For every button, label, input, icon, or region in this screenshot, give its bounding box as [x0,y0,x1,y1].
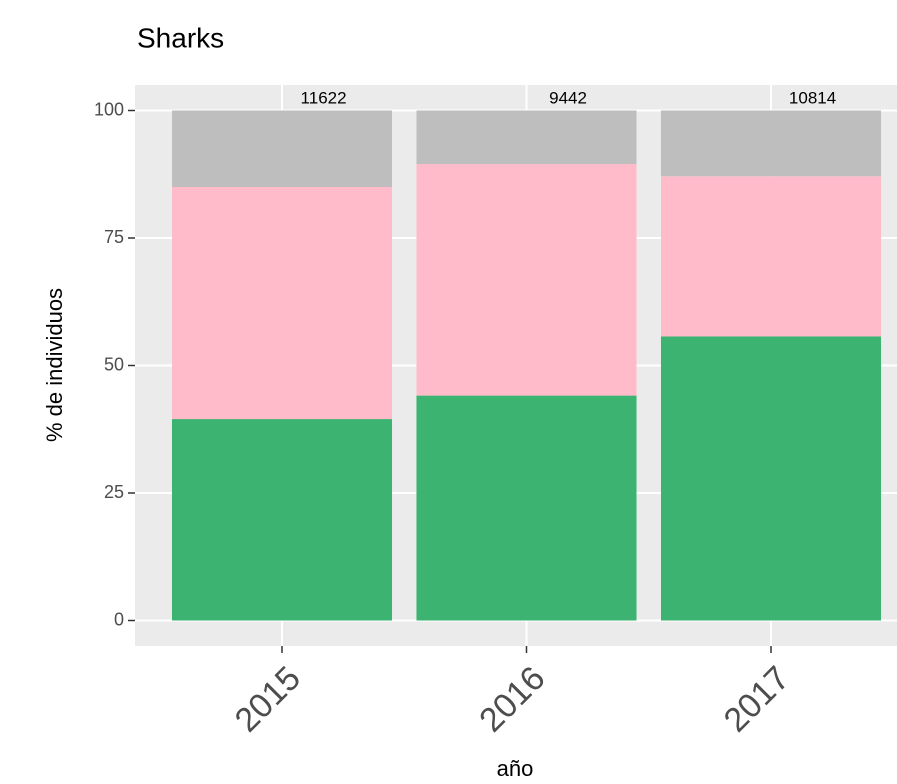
y-tick-label: 0 [114,609,124,629]
chart-title: Sharks [137,22,224,53]
x-tick-label: 2017 [717,659,797,739]
x-axis-title: año [497,756,534,781]
x-tick-label: 2016 [472,659,552,739]
y-tick-label: 75 [104,227,124,247]
bar-segment [416,110,637,165]
y-tick-label: 25 [104,482,124,502]
total-label: 11622 [301,88,347,107]
y-axis-title: % de individuos [42,288,67,442]
bar-segment [171,187,393,420]
bar-segment [416,395,637,621]
bar-segment [416,164,637,396]
y-tick-label: 100 [94,99,124,119]
total-label: 10814 [789,88,836,107]
total-label: 9442 [549,88,587,107]
y-tick-label: 50 [104,354,124,374]
bar-segment [171,419,393,621]
x-tick-label: 2015 [228,659,308,739]
bar-segment [660,176,882,337]
bar-segment [660,110,882,177]
bar-segment [171,110,393,187]
bar-segment [660,336,882,621]
